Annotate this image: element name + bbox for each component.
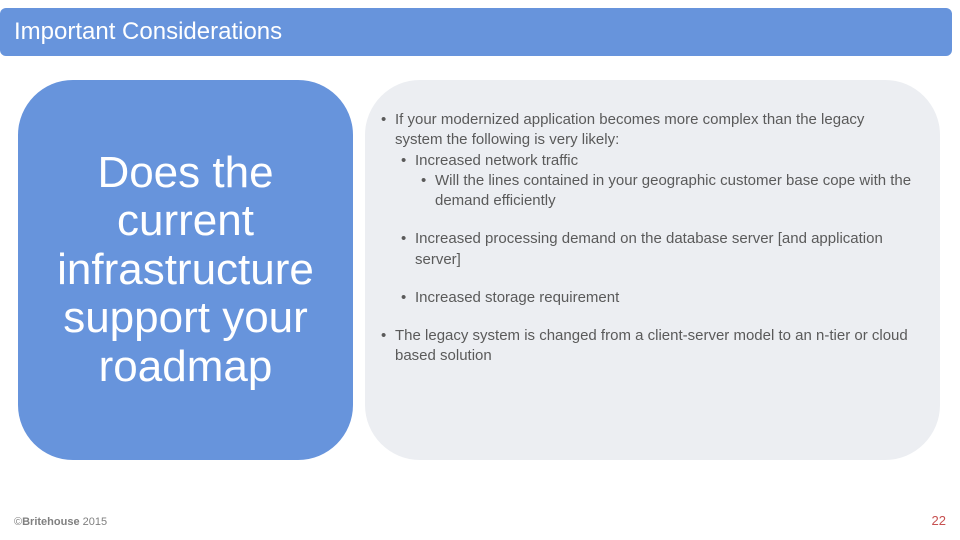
bullet-text: Will the lines contained in your geograp… [435,172,911,209]
bullet-list: If your modernized application becomes m… [379,110,912,367]
bullet-text: If your modernized application becomes m… [395,111,864,148]
right-panel: If your modernized application becomes m… [365,80,940,460]
footer-copyright: ©Britehouse 2015 [14,516,107,528]
bullet-text: Increased storage requirement [415,289,619,306]
bullet-text: Increased network traffic [415,152,578,169]
list-item: Increased storage requirement [399,288,912,308]
header-bar: Important Considerations [0,8,952,56]
page-number: 22 [932,513,946,528]
left-panel-title: Does the current infrastructur​e support… [30,149,341,391]
page-title: Important Considerations [14,18,282,46]
list-item: If your modernized application becomes m… [379,110,912,211]
bullet-text: The legacy system is changed from a clie… [395,327,908,364]
list-item: The legacy system is changed from a clie… [379,326,912,367]
copyright-prefix: © [14,516,22,528]
list-item: Increased processing demand on the datab… [399,229,912,270]
left-panel: Does the current infrastructur​e support… [18,80,353,460]
copyright-brand: Britehouse [22,516,79,528]
list-item: Increased network traffic Will the lines… [399,151,912,212]
list-item: Will the lines contained in your geograp… [419,171,912,212]
copyright-year: 2015 [80,516,108,528]
slide: Important Considerations Does the curren… [0,0,960,540]
bullet-text: Increased processing demand on the datab… [415,230,883,267]
